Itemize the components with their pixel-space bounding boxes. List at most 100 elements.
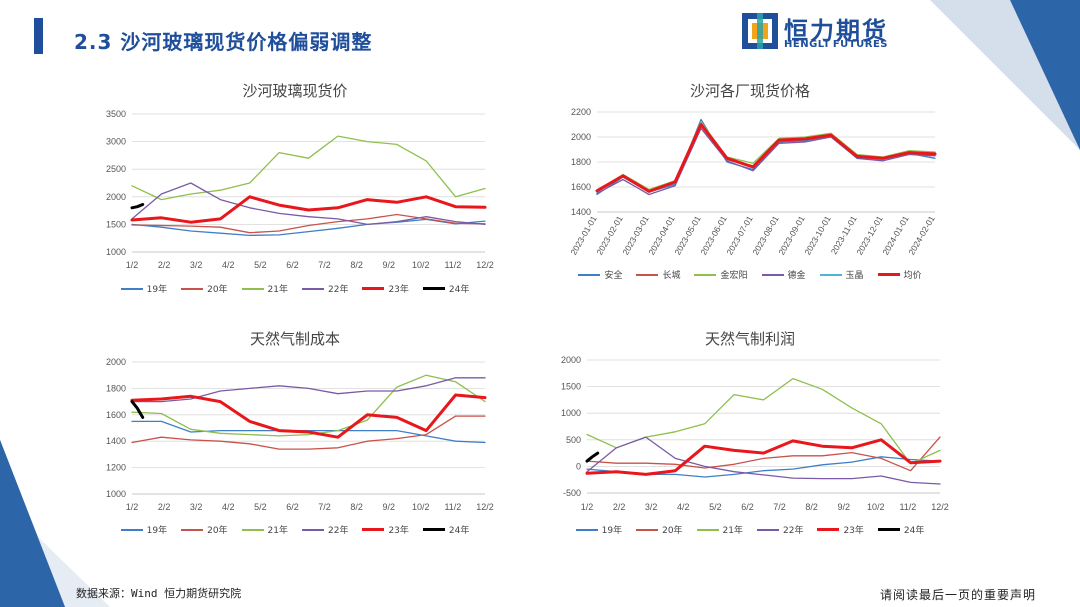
legend-item: 23年 bbox=[817, 523, 864, 536]
legend-item: 均价 bbox=[877, 268, 922, 281]
legend-label: 安全 bbox=[604, 271, 623, 281]
legend-item: 21年 bbox=[696, 523, 743, 536]
y-tick-label: 1800 bbox=[571, 157, 591, 167]
legend-swatch bbox=[757, 528, 779, 531]
chart-title: 沙河各厂现货价格 bbox=[689, 82, 810, 100]
legend-item: 22年 bbox=[302, 523, 348, 536]
legend-label: 23年 bbox=[388, 526, 409, 536]
series-line-23年 bbox=[130, 195, 487, 224]
legend-swatch bbox=[422, 528, 445, 531]
legend-swatch bbox=[575, 528, 598, 531]
legend-label: 24年 bbox=[448, 285, 470, 295]
x-tick-label: 4/2 bbox=[222, 260, 235, 270]
logo-mark-icon bbox=[742, 13, 778, 49]
x-tick-label: 11/2 bbox=[899, 502, 916, 512]
y-tick-label: 1600 bbox=[571, 182, 591, 192]
chart-legend: 19年 20年 21年 22年 23年 24年 bbox=[545, 523, 955, 536]
y-tick-label: 2000 bbox=[571, 132, 591, 142]
legend-item: 22年 bbox=[302, 282, 348, 295]
data-source-note: 数据来源：Wind 恒力期货研究院 bbox=[76, 587, 242, 600]
legend-swatch bbox=[636, 528, 659, 531]
company-logo: 恒力期货 HENGLI FUTURES bbox=[742, 11, 914, 51]
legend-label: 22年 bbox=[328, 526, 349, 536]
x-tick-label: 12/2 bbox=[476, 260, 494, 270]
y-tick-label: 1400 bbox=[571, 207, 591, 217]
legend-label: 20年 bbox=[207, 526, 228, 536]
legend-label: 23年 bbox=[388, 285, 409, 295]
logo-name: 恒力期货 bbox=[784, 17, 888, 45]
series-line-德金 bbox=[596, 127, 936, 196]
x-tick-label: 9/2 bbox=[837, 502, 850, 512]
x-tick-label: 9/2 bbox=[382, 260, 395, 270]
legend-label: 20年 bbox=[207, 285, 228, 295]
legend-label: 长城 bbox=[662, 271, 681, 281]
x-tick-label: 9/2 bbox=[382, 502, 395, 512]
legend-swatch bbox=[877, 528, 900, 531]
legend-label: 21年 bbox=[722, 526, 743, 536]
x-tick-label: 2/2 bbox=[613, 502, 626, 512]
chart-shahe-glass-spot-price: 沙河玻璃现货价 1000 1500 2000 2500 3000 3500 1/2 2/2 3/… bbox=[90, 78, 500, 303]
legend-swatch bbox=[877, 273, 900, 276]
y-tick-label: 1600 bbox=[106, 410, 126, 420]
x-tick-label: 6/2 bbox=[286, 502, 299, 512]
chart-legend: 19年 20年 21年 22年 23年 24年 bbox=[90, 282, 500, 295]
legend-item: 20年 bbox=[181, 523, 228, 536]
y-tick-label: -500 bbox=[563, 488, 581, 498]
legend-label: 19年 bbox=[601, 526, 623, 536]
x-tick-label: 10/2 bbox=[867, 502, 885, 512]
legend-swatch bbox=[120, 287, 143, 290]
legend-swatch bbox=[817, 528, 840, 531]
x-tick-label: 7/2 bbox=[773, 502, 786, 512]
legend-label: 21年 bbox=[267, 526, 288, 536]
x-tick-label: 12/2 bbox=[931, 502, 949, 512]
y-tick-label: 2000 bbox=[106, 192, 126, 202]
legend-swatch bbox=[362, 528, 385, 531]
series-line-21年 bbox=[131, 374, 486, 437]
chart-title: 天然气制利润 bbox=[704, 330, 795, 348]
logo-english-name: HENGLI FUTURES bbox=[784, 39, 888, 50]
x-tick-label: 1/2 bbox=[581, 502, 594, 512]
x-tick-label: 4/2 bbox=[222, 502, 235, 512]
legend-label: 金宏阳 bbox=[720, 271, 748, 281]
x-tick-label: 5/2 bbox=[254, 260, 267, 270]
series-line-20年 bbox=[131, 415, 486, 450]
legend-swatch bbox=[636, 273, 659, 276]
legend-item: 23年 bbox=[362, 282, 409, 295]
y-tick-label: 1000 bbox=[106, 247, 126, 257]
x-tick-label: 8/2 bbox=[805, 502, 818, 512]
y-tick-label: 1400 bbox=[106, 436, 126, 446]
legend-item: 金宏阳 bbox=[694, 268, 748, 281]
legend-swatch bbox=[694, 273, 717, 276]
x-tick-label: 8/2 bbox=[350, 502, 363, 512]
chart-title: 天然气制成本 bbox=[249, 330, 340, 348]
legend-item: 20年 bbox=[636, 523, 683, 536]
chart-plot: 1000 1200 1400 1600 1800 2000 1/2 2/2 3/2 4/2 5/2 6… bbox=[106, 357, 494, 512]
legend-item: 玉晶 bbox=[819, 268, 864, 281]
title-accent-bar bbox=[34, 18, 43, 54]
series-line-20年 bbox=[131, 213, 486, 234]
x-tick-label: 2/2 bbox=[158, 260, 171, 270]
legend-swatch bbox=[302, 528, 324, 531]
legend-swatch bbox=[761, 273, 784, 276]
legend-label: 均价 bbox=[903, 271, 922, 281]
legend-label: 24年 bbox=[448, 526, 470, 536]
legend-item: 19年 bbox=[120, 523, 167, 536]
x-tick-label: 2024-02-01 bbox=[906, 214, 937, 257]
x-tick-label: 10/2 bbox=[412, 260, 430, 270]
y-tick-label: 1000 bbox=[106, 489, 126, 499]
series-line-23年 bbox=[130, 393, 487, 439]
legend-label: 22年 bbox=[328, 285, 349, 295]
series-line-24年 bbox=[130, 203, 145, 210]
series-line-23年 bbox=[585, 438, 942, 476]
legend-swatch bbox=[578, 273, 601, 276]
x-tick-label: 10/2 bbox=[412, 502, 430, 512]
x-tick-label: 4/2 bbox=[677, 502, 690, 512]
y-tick-label: 1800 bbox=[106, 383, 126, 393]
x-tick-label: 11/2 bbox=[444, 502, 461, 512]
x-tick-label: 6/2 bbox=[741, 502, 754, 512]
legend-item: 安全 bbox=[578, 268, 622, 281]
legend-item: 20年 bbox=[181, 282, 228, 295]
y-tick-label: 1500 bbox=[106, 219, 126, 229]
x-tick-label: 8/2 bbox=[350, 260, 363, 270]
